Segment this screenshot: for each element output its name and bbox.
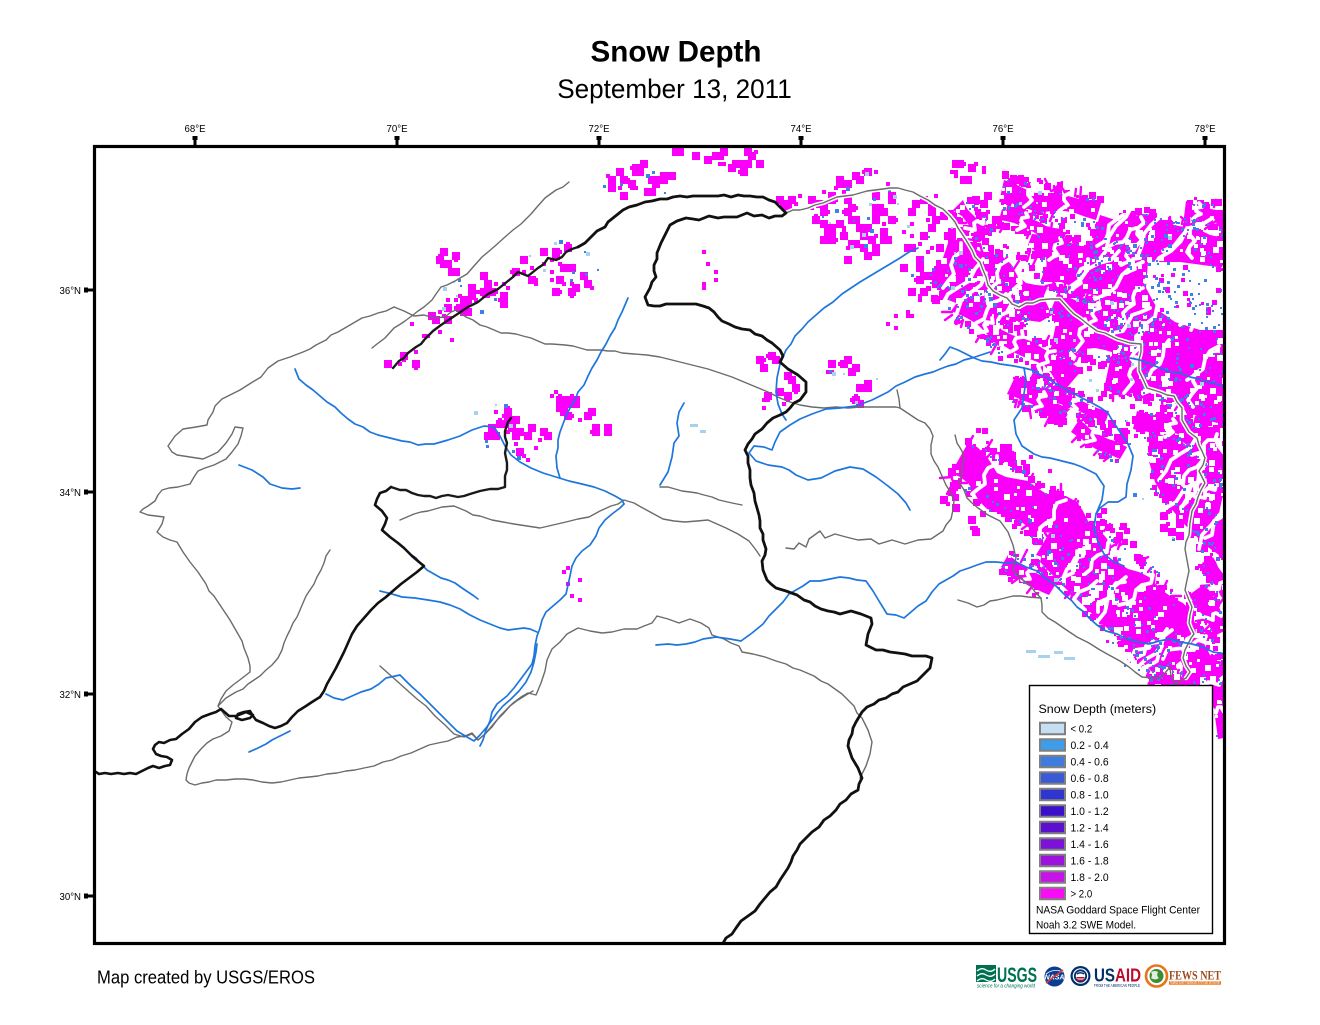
- svg-text:Noah 3.2 SWE Model.: Noah 3.2 SWE Model.: [1036, 920, 1136, 932]
- svg-text:32°N: 32°N: [60, 689, 82, 701]
- svg-text:FROM THE AMERICAN PEOPLE: FROM THE AMERICAN PEOPLE: [1094, 983, 1140, 988]
- svg-text:September 13, 2011: September 13, 2011: [557, 74, 792, 104]
- svg-text:0.2 - 0.4: 0.2 - 0.4: [1071, 740, 1109, 752]
- svg-text:72°E: 72°E: [589, 123, 610, 135]
- svg-text:USGS: USGS: [997, 964, 1037, 987]
- svg-text:1.0 - 1.2: 1.0 - 1.2: [1071, 806, 1109, 818]
- svg-text:Map created by USGS/EROS: Map created by USGS/EROS: [97, 967, 315, 988]
- svg-text:NASA: NASA: [1045, 975, 1065, 982]
- svg-text:FAMINE EARLY WARNING SYSTEMS N: FAMINE EARLY WARNING SYSTEMS NETWORK: [1170, 981, 1221, 985]
- svg-text:FEWS NET: FEWS NET: [1169, 968, 1221, 983]
- svg-text:34°N: 34°N: [60, 487, 82, 499]
- svg-text:36°N: 36°N: [60, 285, 82, 297]
- svg-text:78°E: 78°E: [1195, 123, 1216, 135]
- svg-text:Snow Depth (meters): Snow Depth (meters): [1039, 702, 1157, 716]
- svg-text:68°E: 68°E: [185, 123, 206, 135]
- svg-text:76°E: 76°E: [993, 123, 1014, 135]
- svg-text:< 0.2: < 0.2: [1071, 724, 1093, 736]
- svg-text:1.8 - 2.0: 1.8 - 2.0: [1071, 872, 1109, 884]
- svg-text:NASA Goddard Space Flight Cent: NASA Goddard Space Flight Center: [1036, 905, 1200, 917]
- svg-text:> 2.0: > 2.0: [1071, 889, 1093, 901]
- svg-text:1.4 - 1.6: 1.4 - 1.6: [1071, 839, 1109, 851]
- svg-text:0.8 - 1.0: 0.8 - 1.0: [1071, 790, 1109, 802]
- svg-text:1.6 - 1.8: 1.6 - 1.8: [1071, 856, 1109, 868]
- svg-text:0.6 - 0.8: 0.6 - 0.8: [1071, 773, 1109, 785]
- svg-text:USAID: USAID: [1094, 966, 1141, 986]
- svg-text:Snow Depth: Snow Depth: [591, 36, 762, 69]
- svg-text:70°E: 70°E: [387, 123, 408, 135]
- svg-text:0.4 - 0.6: 0.4 - 0.6: [1071, 757, 1109, 769]
- svg-text:1.2 - 1.4: 1.2 - 1.4: [1071, 823, 1109, 835]
- svg-text:science for a changing world: science for a changing world: [977, 984, 1036, 990]
- svg-text:30°N: 30°N: [60, 891, 82, 903]
- svg-text:74°E: 74°E: [791, 123, 812, 135]
